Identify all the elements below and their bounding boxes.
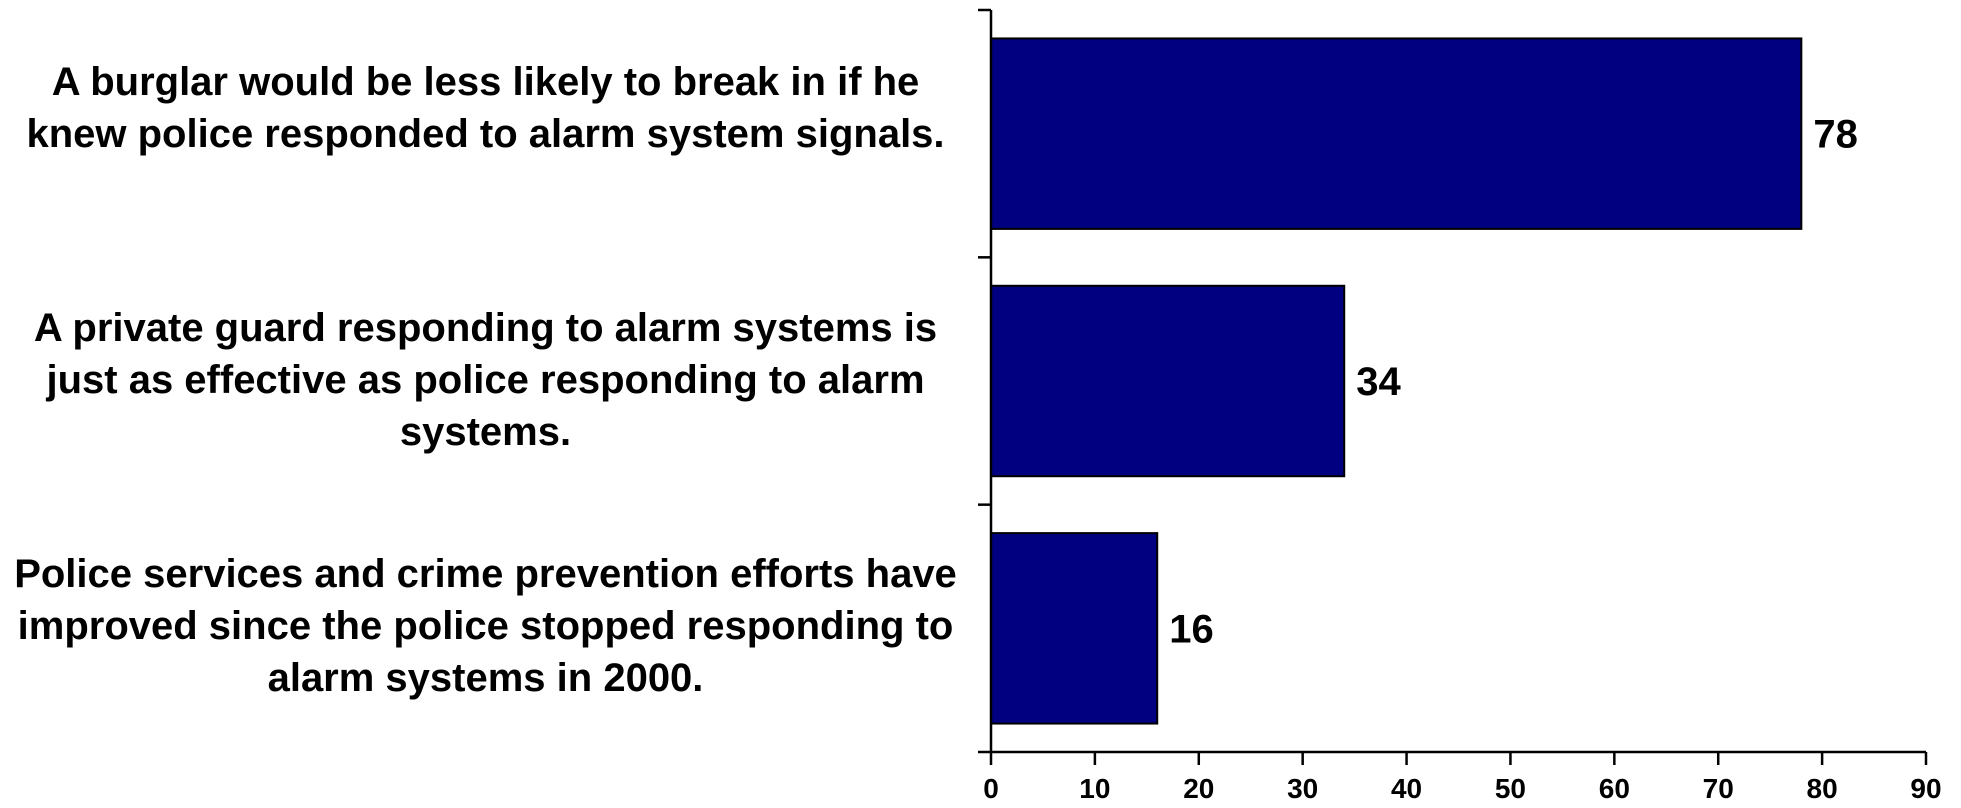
value-label-3: 16 — [1169, 607, 1214, 651]
x-tick-label-4: 40 — [1391, 773, 1422, 804]
y-ticks-group — [978, 8, 991, 754]
category-label-3: Police services and crime prevention eff… — [14, 552, 957, 700]
category-label-1: A burglar would be less likely to break … — [26, 60, 945, 156]
bar-2 — [990, 284, 1346, 478]
x-tick-label-2: 20 — [1183, 773, 1214, 804]
x-tick-label-8: 80 — [1807, 773, 1838, 804]
category-label-2: A private guard responding to alarm syst… — [33, 306, 938, 454]
bar-1 — [990, 37, 1803, 230]
x-tick-label-9: 90 — [1910, 773, 1941, 804]
value-label-1: 78 — [1813, 113, 1858, 157]
x-tick-label-1: 10 — [1079, 773, 1110, 804]
bar-3 — [990, 532, 1159, 725]
x-tick-label-5: 50 — [1495, 773, 1526, 804]
value-labels-group: 78 34 16 — [1169, 113, 1858, 652]
x-tick-label-6: 60 — [1599, 773, 1630, 804]
bars-group — [990, 37, 1803, 725]
x-tick-label-3: 30 — [1287, 773, 1318, 804]
x-tick-label-7: 70 — [1703, 773, 1734, 804]
x-tick-label-0: 0 — [983, 773, 999, 804]
x-ticks-group: 0 10 20 30 40 50 60 70 80 90 — [983, 752, 1942, 804]
value-label-2: 34 — [1356, 360, 1401, 404]
